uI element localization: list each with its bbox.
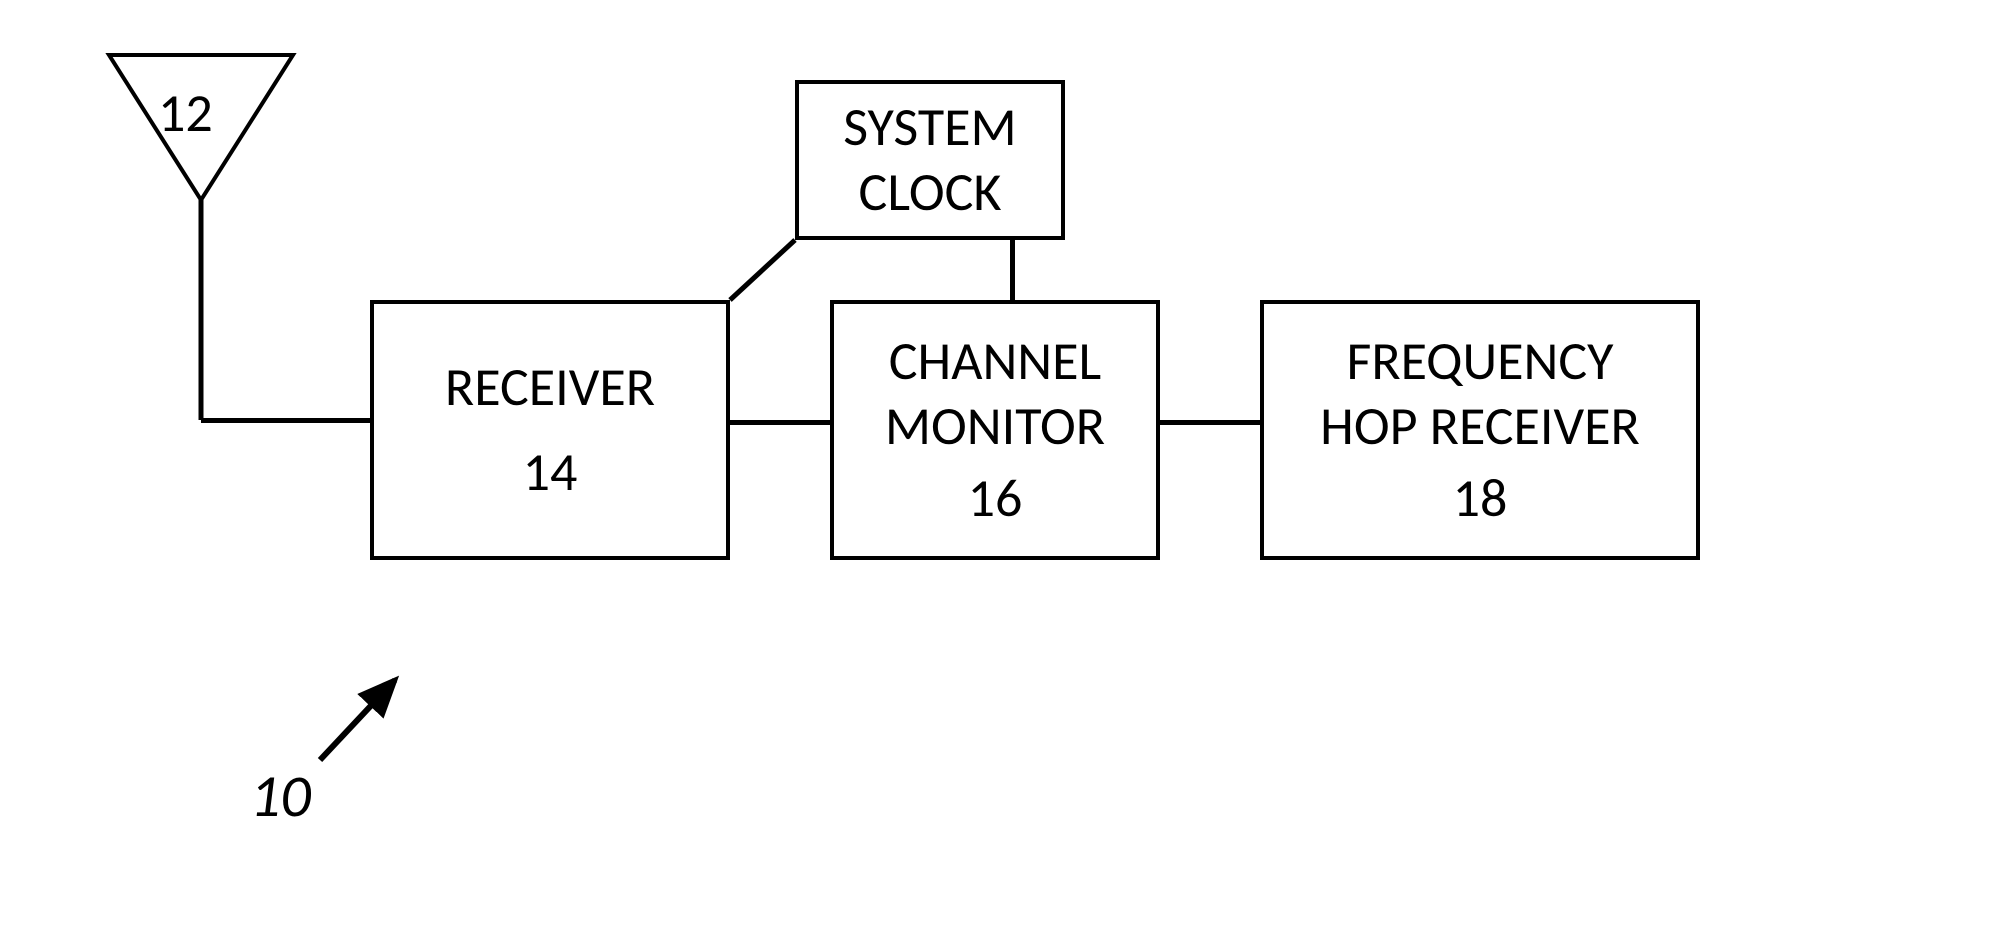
reference-label: 10 (250, 760, 311, 833)
